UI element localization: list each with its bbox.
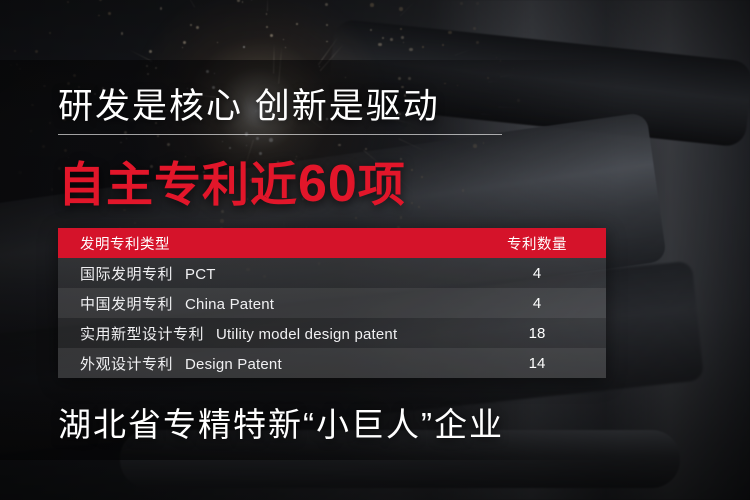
row-label-cn: 国际发明专利 — [80, 265, 174, 283]
table-row: 实用新型设计专利 Utility model design patent 18 — [58, 318, 606, 348]
row-count: 4 — [532, 294, 542, 312]
subheadline: 自主专利近60项 — [58, 146, 406, 215]
table-header-row: 发明专利类型 专利数量 — [58, 228, 606, 258]
row-label-en: Design Patent — [185, 355, 282, 373]
row-label: 外观设计专利 Design Patent — [58, 353, 468, 374]
patent-table: 发明专利类型 专利数量 国际发明专利 PCT 4 中国发明专利 China Pate… — [58, 228, 606, 378]
subheadline-suffix: 项 — [357, 158, 406, 211]
column-header-type: 发明专利类型 — [80, 236, 170, 253]
page-title: 研发是核心 创新是驱动 — [58, 87, 440, 126]
table-row: 外观设计专利 Design Patent 14 — [58, 348, 606, 378]
row-label-cn: 实用新型设计专利 — [80, 325, 205, 343]
subheadline-prefix: 自主专利近 — [58, 158, 298, 211]
column-header-count: 专利数量 — [507, 236, 567, 253]
table-row: 国际发明专利 PCT 4 — [58, 258, 606, 288]
row-label-en: China Patent — [185, 295, 275, 313]
table-row: 中国发明专利 China Patent 4 — [58, 288, 606, 318]
row-count: 4 — [532, 264, 542, 282]
row-label: 实用新型设计专利 Utility model design patent — [58, 323, 468, 344]
row-label-cn: 中国发明专利 — [80, 295, 174, 313]
footer-tagline: 湖北省专精特新“小巨人”企业 — [58, 406, 504, 443]
row-label-cn: 外观设计专利 — [80, 355, 174, 373]
row-count: 14 — [528, 354, 546, 372]
title-divider — [58, 134, 502, 135]
patent-count-number: 60 — [298, 155, 358, 213]
row-label-en: Utility model design patent — [216, 325, 398, 343]
row-count: 18 — [528, 324, 546, 342]
row-label: 国际发明专利 PCT — [58, 263, 468, 284]
row-label-en: PCT — [185, 265, 216, 283]
row-label: 中国发明专利 China Patent — [58, 293, 468, 314]
